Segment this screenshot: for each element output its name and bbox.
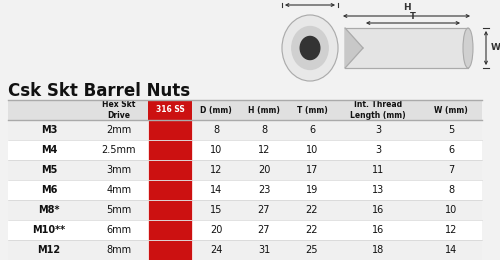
Text: 8: 8 — [448, 185, 454, 195]
Text: D (mm): D (mm) — [200, 106, 232, 114]
Ellipse shape — [282, 15, 338, 81]
Text: 316 SS: 316 SS — [156, 106, 184, 114]
Bar — [148, 160, 192, 180]
Text: 14: 14 — [210, 185, 222, 195]
Text: H: H — [402, 3, 410, 12]
Bar — [148, 200, 192, 220]
Bar — [345, 28, 468, 68]
Polygon shape — [345, 28, 363, 68]
Text: 20: 20 — [210, 225, 222, 235]
Text: 5: 5 — [448, 125, 454, 135]
Bar — [8, 140, 482, 160]
Text: W: W — [491, 43, 500, 53]
Text: 27: 27 — [258, 225, 270, 235]
Bar — [8, 100, 482, 120]
Bar — [148, 100, 192, 120]
Text: M5: M5 — [41, 165, 57, 175]
Ellipse shape — [292, 27, 328, 69]
Text: 10: 10 — [445, 205, 457, 215]
Bar — [8, 120, 482, 140]
Text: Hex Skt
Drive: Hex Skt Drive — [102, 100, 136, 120]
Text: 10: 10 — [210, 145, 222, 155]
Text: 14: 14 — [445, 245, 457, 255]
Bar — [148, 180, 192, 200]
Text: T (mm): T (mm) — [296, 106, 328, 114]
Bar — [8, 240, 482, 260]
Text: 4mm: 4mm — [106, 185, 132, 195]
Text: 31: 31 — [258, 245, 270, 255]
Bar — [8, 200, 482, 220]
Text: 16: 16 — [372, 205, 384, 215]
Text: T: T — [410, 12, 416, 21]
Text: 8: 8 — [261, 125, 267, 135]
Text: 15: 15 — [210, 205, 222, 215]
Text: 2.5mm: 2.5mm — [102, 145, 136, 155]
Text: 12: 12 — [258, 145, 270, 155]
Text: Csk Skt Barrel Nuts: Csk Skt Barrel Nuts — [8, 82, 190, 100]
Text: 7: 7 — [448, 165, 454, 175]
Text: M4: M4 — [41, 145, 57, 155]
Text: 6: 6 — [448, 145, 454, 155]
Bar — [8, 220, 482, 240]
Text: M6: M6 — [41, 185, 57, 195]
Text: 3: 3 — [375, 125, 381, 135]
Text: 18: 18 — [372, 245, 384, 255]
Text: 2mm: 2mm — [106, 125, 132, 135]
Bar — [148, 140, 192, 160]
Text: 24: 24 — [210, 245, 222, 255]
Bar — [148, 120, 192, 140]
Text: 23: 23 — [258, 185, 270, 195]
Text: 12: 12 — [445, 225, 457, 235]
Text: M10**: M10** — [32, 225, 66, 235]
Text: 5mm: 5mm — [106, 205, 132, 215]
Bar — [8, 180, 482, 200]
Text: 22: 22 — [306, 225, 318, 235]
Text: 20: 20 — [258, 165, 270, 175]
Text: 3: 3 — [375, 145, 381, 155]
Text: 16: 16 — [372, 225, 384, 235]
Text: 6mm: 6mm — [106, 225, 132, 235]
Text: D: D — [306, 0, 314, 1]
Text: 8mm: 8mm — [106, 245, 132, 255]
Text: 22: 22 — [306, 205, 318, 215]
Ellipse shape — [300, 36, 320, 60]
Text: 10: 10 — [306, 145, 318, 155]
Bar — [148, 240, 192, 260]
Text: 3mm: 3mm — [106, 165, 132, 175]
Ellipse shape — [463, 28, 473, 68]
Bar — [8, 160, 482, 180]
Text: 17: 17 — [306, 165, 318, 175]
Text: 12: 12 — [210, 165, 222, 175]
Text: 13: 13 — [372, 185, 384, 195]
Text: M12: M12 — [38, 245, 60, 255]
Text: M8*: M8* — [38, 205, 60, 215]
Text: 6: 6 — [309, 125, 315, 135]
Text: H (mm): H (mm) — [248, 106, 280, 114]
Text: 27: 27 — [258, 205, 270, 215]
Text: 25: 25 — [306, 245, 318, 255]
Text: 8: 8 — [213, 125, 219, 135]
Text: M3: M3 — [41, 125, 57, 135]
Text: 11: 11 — [372, 165, 384, 175]
Bar — [148, 220, 192, 240]
Text: Int. Thread
Length (mm): Int. Thread Length (mm) — [350, 100, 406, 120]
Text: 19: 19 — [306, 185, 318, 195]
Text: W (mm): W (mm) — [434, 106, 468, 114]
